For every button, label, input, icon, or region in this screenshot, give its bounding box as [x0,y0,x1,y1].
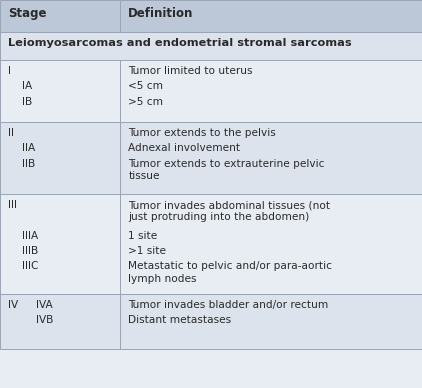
Text: IV: IV [8,300,18,310]
Text: Leiomyosarcomas and endometrial stromal sarcomas: Leiomyosarcomas and endometrial stromal … [8,38,352,48]
Text: III: III [8,200,17,210]
Text: Tumor invades bladder and/or rectum: Tumor invades bladder and/or rectum [128,300,328,310]
Text: IB: IB [22,97,32,107]
Text: IA: IA [22,81,32,91]
Text: IIB: IIB [22,159,35,169]
Text: Adnexal involvement: Adnexal involvement [128,143,241,153]
Bar [0,294,120,349]
Text: IIIC: IIIC [22,261,38,271]
Text: IVB: IVB [36,315,53,325]
Text: Tumor extends to extrauterine pelvic
tissue: Tumor extends to extrauterine pelvic tis… [128,159,325,181]
Bar [120,0,422,32]
Bar [0,60,120,122]
Text: IIA: IIA [22,143,35,153]
Text: 1 site: 1 site [128,230,157,241]
Text: Tumor extends to the pelvis: Tumor extends to the pelvis [128,128,276,138]
Bar [0,122,120,194]
Text: >5 cm: >5 cm [128,97,163,107]
Bar [120,122,422,194]
Text: I: I [8,66,11,76]
Bar [120,294,422,349]
Text: IIIB: IIIB [22,246,38,256]
Bar [0,0,120,32]
Text: Tumor invades abdominal tissues (not
just protruding into the abdomen): Tumor invades abdominal tissues (not jus… [128,200,330,222]
Text: >1 site: >1 site [128,246,166,256]
Bar [120,194,422,294]
Bar [0,194,120,294]
Bar [0,32,422,60]
Text: Tumor limited to uterus: Tumor limited to uterus [128,66,253,76]
Bar [120,60,422,122]
Text: IIIA: IIIA [22,230,38,241]
Text: II: II [8,128,14,138]
Text: Definition: Definition [128,7,194,20]
Text: Stage: Stage [8,7,46,20]
Text: IVA: IVA [36,300,53,310]
Text: Metastatic to pelvic and/or para-aortic
lymph nodes: Metastatic to pelvic and/or para-aortic … [128,261,332,284]
Text: <5 cm: <5 cm [128,81,163,91]
Text: Distant metastases: Distant metastases [128,315,231,325]
